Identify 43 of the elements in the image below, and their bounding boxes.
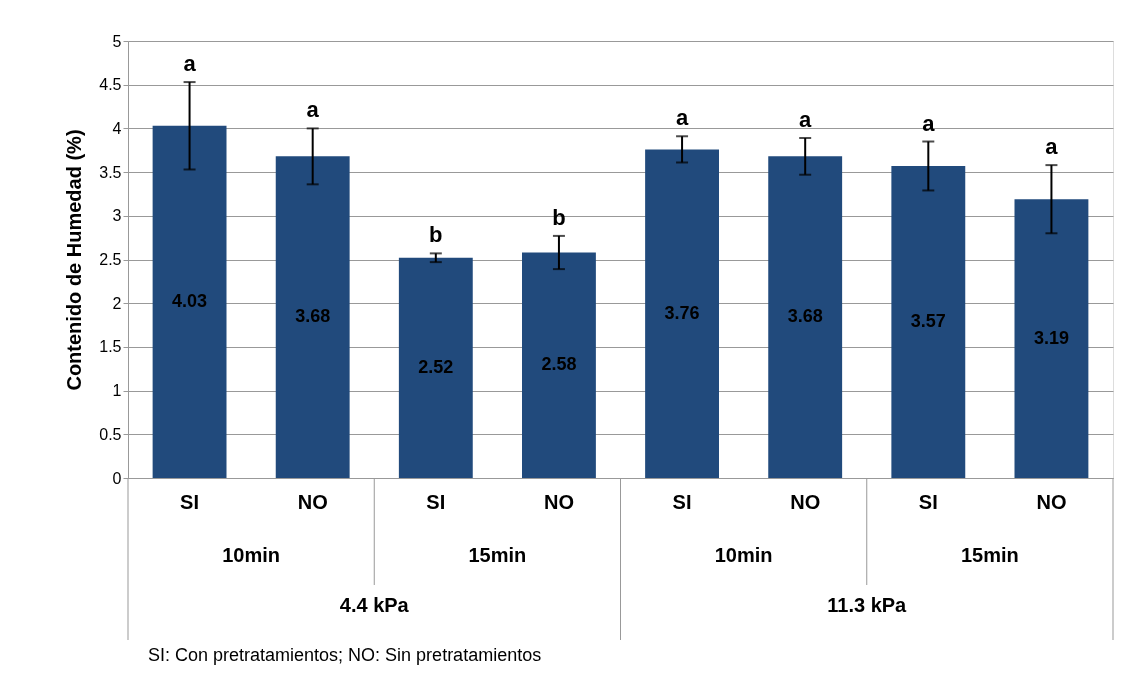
data-label: 2.52: [418, 356, 454, 377]
annotation: a: [675, 105, 689, 131]
data-label: 2.58: [541, 354, 577, 375]
data-label: 3.19: [1033, 327, 1069, 348]
x-tick-label: NO: [543, 490, 574, 513]
text: 15min: [960, 544, 1019, 566]
x-tick-label: NO: [297, 490, 328, 513]
text: SI: Con pretratamientos; NO: Sin pretratamientos: [148, 645, 542, 665]
y-tick-label: 3: [112, 207, 122, 225]
x-tick-label: NO: [790, 490, 821, 513]
text: 4.4 kPa: [339, 594, 410, 616]
x-tick-label: NO: [1036, 490, 1067, 513]
annotation: a: [183, 51, 197, 77]
annotation: a: [1045, 134, 1059, 160]
data-label: 4.03: [172, 290, 208, 311]
annotation: a: [799, 107, 813, 133]
x-tick-label: SI: [672, 490, 692, 513]
y-tick-label: 1: [112, 382, 122, 400]
x-tick-label: SI: [918, 490, 938, 513]
data-label: 3.76: [664, 302, 700, 323]
x-tick-label: SI: [180, 490, 200, 513]
data-label: 3.68: [787, 306, 823, 327]
text: 15min: [468, 544, 527, 566]
y-axis-title: Contenido de Humedad (%): [63, 129, 86, 391]
y-tick-label: 2.5: [99, 251, 122, 268]
annotation: b: [552, 204, 566, 230]
x-tick-label: SI: [426, 490, 446, 513]
data-label: 3.57: [910, 310, 946, 331]
y-tick-label: 4: [112, 119, 122, 137]
y-tick-label: 4.5: [99, 76, 122, 94]
y-tick-label: 0.5: [99, 425, 122, 443]
y-tick-label: 5: [112, 32, 122, 50]
text: 10min: [714, 544, 773, 566]
annotation: a: [922, 110, 936, 136]
y-tick-label: 1.5: [99, 338, 122, 356]
data-label: 3.68: [295, 306, 331, 327]
annotation: a: [306, 97, 320, 123]
y-tick-label: 2: [112, 294, 122, 312]
y-tick-label: 0: [112, 469, 122, 487]
y-tick-label: 3.5: [99, 163, 122, 181]
text: 10min: [222, 544, 281, 566]
text: 11.3 kPa: [827, 594, 908, 616]
annotation: b: [429, 222, 443, 248]
